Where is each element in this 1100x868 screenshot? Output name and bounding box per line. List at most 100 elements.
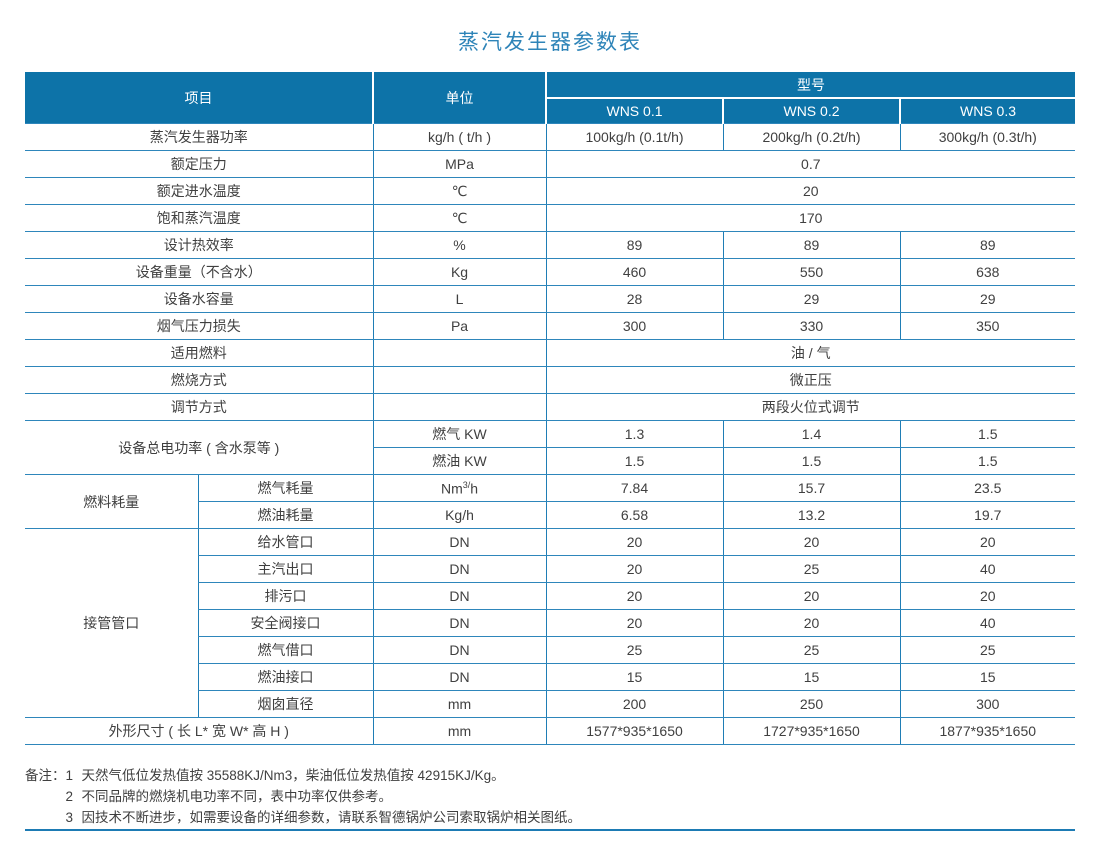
row-label: 额定进水温度 <box>25 177 373 205</box>
table-row-flue-pressure-loss: 烟气压力损失 Pa 300 330 350 <box>25 312 1076 340</box>
remark-text: 因技术不断进步，如需要设备的详细参数，请联系智德锅炉公司索取锅炉相关图纸。 <box>81 810 582 825</box>
row-label: 设备总电功率 ( 含水泵等 ) <box>25 420 373 475</box>
value-cell-span: 20 <box>545 177 1076 205</box>
value-cell: 20 <box>545 609 723 637</box>
unit-rest: h <box>470 480 479 497</box>
value-cell: 250 <box>722 690 900 718</box>
unit-cell: ℃ <box>372 204 546 232</box>
unit-cell: mm <box>372 717 546 745</box>
bottom-divider <box>25 829 1075 831</box>
row-label: 设备水容量 <box>25 285 373 313</box>
value-cell: 20 <box>722 582 900 610</box>
table-row-fuel-consumption-oil: 燃油耗量 Kg/h 6.58 13.2 19.7 <box>25 501 1076 529</box>
remark-number: 1 <box>65 768 74 783</box>
col-header-model: 型号 <box>544 72 1076 98</box>
value-cell: 23.5 <box>899 474 1076 502</box>
value-cell-span: 油 / 气 <box>545 339 1076 367</box>
table-row-connection-blowdown: 排污口 DN 20 20 20 <box>25 582 1076 610</box>
row-label: 设计热效率 <box>25 231 373 259</box>
unit-cell: Kg <box>372 258 546 286</box>
remark-item: 3 因技术不断进步，如需要设备的详细参数，请联系智德锅炉公司索取锅炉相关图纸。 <box>66 807 582 828</box>
table-row-electric-power-oil: 燃油 KW 1.5 1.5 1.5 <box>25 447 1076 475</box>
sub-row-label: 给水管口 <box>197 528 373 556</box>
value-cell: 1.5 <box>899 420 1076 448</box>
value-cell: 20 <box>545 555 723 583</box>
table-row-connection-gas-inlet: 燃气借口 DN 25 25 25 <box>25 636 1076 664</box>
value-cell: 300 <box>545 312 723 340</box>
row-label: 调节方式 <box>25 393 373 421</box>
remark-item: 1 天然气低位发热值按 35588KJ/Nm3，柴油低位发热值按 42915KJ… <box>66 765 582 786</box>
value-cell-span: 0.7 <box>545 150 1076 178</box>
col-header-unit: 单位 <box>372 72 546 124</box>
value-cell: 20 <box>899 582 1076 610</box>
value-cell: 89 <box>545 231 723 259</box>
value-cell: 1577*935*1650 <box>545 717 723 745</box>
value-cell: 330 <box>722 312 900 340</box>
value-cell: 25 <box>545 636 723 664</box>
table-row-connection-feedwater: 接管管口 给水管口 DN 20 20 20 <box>25 528 1076 718</box>
sub-row-label: 燃油耗量 <box>197 501 373 529</box>
unit-cell: Nm3/h <box>372 474 546 502</box>
table-row-thermal-efficiency: 设计热效率 % 89 89 89 <box>25 231 1076 259</box>
value-cell: 29 <box>899 285 1076 313</box>
table-row-saturated-steam-temp: 饱和蒸汽温度 ℃ 170 <box>25 204 1076 232</box>
value-cell: 1.5 <box>545 447 723 475</box>
row-label: 适用燃料 <box>25 339 373 367</box>
table-subheader-row: WNS 0.1 WNS 0.2 WNS 0.3 <box>25 97 1076 124</box>
remarks-label: 备注： <box>25 768 66 783</box>
remark-number: 2 <box>65 789 74 804</box>
sub-row-label: 主汽出口 <box>197 555 373 583</box>
sub-row-label: 烟囱直径 <box>197 690 373 718</box>
value-cell: 7.84 <box>545 474 723 502</box>
row-label: 烟气压力损失 <box>25 312 373 340</box>
unit-cell: DN <box>372 528 546 556</box>
value-cell: 19.7 <box>899 501 1076 529</box>
unit-cell: DN <box>372 636 546 664</box>
unit-cell <box>372 339 546 367</box>
value-cell-span: 170 <box>545 204 1076 232</box>
unit-cell: L <box>372 285 546 313</box>
unit-cell: 燃气 KW <box>372 420 546 448</box>
value-cell: 89 <box>722 231 900 259</box>
table-row-regulation-mode: 调节方式 两段火位式调节 <box>25 393 1076 421</box>
value-cell: 1877*935*1650 <box>899 717 1076 745</box>
row-label: 燃烧方式 <box>25 366 373 394</box>
unit-cell: kg/h ( t/h ) <box>372 123 546 151</box>
parameter-table: 项目 单位 型号 WNS 0.1 WNS 0.2 WNS 0.3 蒸汽发生器功率… <box>25 72 1076 745</box>
value-cell: 300 <box>899 690 1076 718</box>
value-cell: 28 <box>545 285 723 313</box>
unit-cell: Kg/h <box>372 501 546 529</box>
col-header-wns-0-1: WNS 0.1 <box>545 97 723 124</box>
value-cell: 460 <box>545 258 723 286</box>
unit-cell <box>372 393 546 421</box>
value-cell: 300kg/h (0.3t/h) <box>899 123 1076 151</box>
value-cell: 13.2 <box>722 501 900 529</box>
row-label: 外形尺寸 ( 长 L* 宽 W* 高 H ) <box>25 717 373 745</box>
table-row-power: 蒸汽发生器功率 kg/h ( t/h ) 100kg/h (0.1t/h) 20… <box>25 123 1076 151</box>
value-cell: 550 <box>722 258 900 286</box>
remarks-lines: 1 天然气低位发热值按 35588KJ/Nm3，柴油低位发热值按 42915KJ… <box>66 765 582 828</box>
remark-text: 不同品牌的燃烧机电功率不同，表中功率仅供参考。 <box>81 789 393 804</box>
unit-cell: Pa <box>372 312 546 340</box>
unit-cell: DN <box>372 582 546 610</box>
table-row-rated-pressure: 额定压力 MPa 0.7 <box>25 150 1076 178</box>
unit-cell: MPa <box>372 150 546 178</box>
value-cell: 20 <box>899 528 1076 556</box>
table-row-fuel-consumption-gas: 燃料耗量 燃气耗量 Nm3/h 7.84 15.7 23.5 <box>25 474 1076 529</box>
col-header-wns-0-3: WNS 0.3 <box>898 97 1076 124</box>
remarks-block: 备注： 1 天然气低位发热值按 35588KJ/Nm3，柴油低位发热值按 429… <box>25 765 1075 828</box>
page-title: 蒸汽发生器参数表 <box>458 31 642 54</box>
table-row-water-capacity: 设备水容量 L 28 29 29 <box>25 285 1076 313</box>
unit-cell: 燃油 KW <box>372 447 546 475</box>
value-cell: 1.5 <box>722 447 900 475</box>
sub-row-label: 排污口 <box>197 582 373 610</box>
unit-superscript: 3/ <box>462 479 471 490</box>
unit-base: Nm <box>440 480 463 497</box>
row-label: 设备重量（不含水） <box>25 258 373 286</box>
value-cell-span: 两段火位式调节 <box>545 393 1076 421</box>
unit-cell: % <box>372 231 546 259</box>
table-header-row: 项目 单位 型号 <box>25 72 1076 124</box>
value-cell: 100kg/h (0.1t/h) <box>545 123 723 151</box>
table-row-dimensions: 外形尺寸 ( 长 L* 宽 W* 高 H ) mm 1577*935*1650 … <box>25 717 1076 745</box>
value-cell: 25 <box>899 636 1076 664</box>
